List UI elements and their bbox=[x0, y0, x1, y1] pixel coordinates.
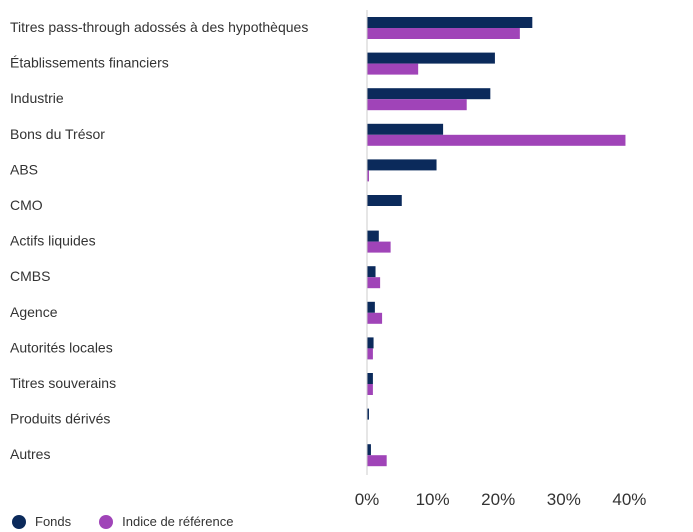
bar-indice-de-reference-cmbs[interactable] bbox=[367, 277, 381, 289]
bar-indice-de-reference-etablissements-financiers[interactable] bbox=[367, 63, 419, 75]
bar-indice-de-reference-actifs-liquides[interactable] bbox=[367, 241, 391, 253]
category-labels: Titres pass-through adossés à des hypoth… bbox=[10, 19, 308, 462]
category-label-autorites-locales: Autorités locales bbox=[10, 339, 113, 355]
bar-fonds-etablissements-financiers[interactable] bbox=[367, 52, 495, 64]
x-tick-30: 30% bbox=[547, 490, 581, 509]
legend-item-indice[interactable]: Indice de référence bbox=[99, 514, 233, 529]
bar-fonds-autorites-locales[interactable] bbox=[367, 337, 374, 349]
bars bbox=[367, 17, 626, 467]
category-label-autres: Autres bbox=[10, 446, 50, 462]
legend-swatch-indice bbox=[99, 514, 114, 529]
category-label-titres-pass-through-adosses-a-des-hypotheques: Titres pass-through adossés à des hypoth… bbox=[10, 19, 308, 35]
bar-fonds-cmbs[interactable] bbox=[367, 266, 376, 278]
bar-indice-de-reference-titres-souverains[interactable] bbox=[367, 384, 373, 395]
bar-fonds-produits-derives[interactable] bbox=[367, 408, 369, 420]
bar-fonds-abs[interactable] bbox=[367, 159, 437, 171]
category-label-cmbs: CMBS bbox=[10, 268, 50, 284]
bar-indice-de-reference-industrie[interactable] bbox=[367, 99, 467, 111]
category-label-etablissements-financiers: Établissements financiers bbox=[10, 55, 169, 71]
bar-indice-de-reference-autres[interactable] bbox=[367, 455, 387, 467]
bar-indice-de-reference-bons-du-tresor[interactable] bbox=[367, 134, 626, 146]
category-label-actifs-liquides: Actifs liquides bbox=[10, 233, 96, 249]
legend-item-fonds[interactable]: Fonds bbox=[12, 514, 71, 529]
category-label-bons-du-tresor: Bons du Trésor bbox=[10, 126, 105, 142]
legend-label-fonds: Fonds bbox=[35, 514, 72, 529]
bar-indice-de-reference-autorites-locales[interactable] bbox=[367, 348, 373, 360]
x-tick-40: 40% bbox=[612, 490, 646, 509]
category-label-titres-souverains: Titres souverains bbox=[10, 375, 116, 391]
x-tick-labels: 0% 10% 20% 30% 40% bbox=[355, 490, 647, 509]
bar-fonds-titres-souverains[interactable] bbox=[367, 373, 373, 384]
bar-fonds-bons-du-tresor[interactable] bbox=[367, 123, 444, 135]
x-tick-20: 20% bbox=[481, 490, 515, 509]
category-label-cmo: CMO bbox=[10, 197, 43, 213]
category-label-industrie: Industrie bbox=[10, 90, 64, 106]
bar-indice-de-reference-agence[interactable] bbox=[367, 312, 383, 324]
bar-fonds-industrie[interactable] bbox=[367, 88, 491, 100]
bar-fonds-autres[interactable] bbox=[367, 444, 371, 456]
legend-label-indice: Indice de référence bbox=[122, 514, 234, 529]
category-label-agence: Agence bbox=[10, 304, 58, 320]
category-label-produits-derives: Produits dérivés bbox=[10, 411, 110, 427]
x-tick-10: 10% bbox=[416, 490, 450, 509]
bar-fonds-agence[interactable] bbox=[367, 301, 375, 313]
legend: Fonds Indice de référence bbox=[12, 514, 261, 529]
bar-indice-de-reference-abs[interactable] bbox=[367, 170, 369, 182]
bar-fonds-titres-pass-through-adosses-a-des-hypotheques[interactable] bbox=[367, 17, 533, 28]
category-label-abs: ABS bbox=[10, 161, 38, 177]
bar-fonds-cmo[interactable] bbox=[367, 195, 402, 206]
legend-swatch-fonds bbox=[12, 514, 26, 529]
bar-fonds-actifs-liquides[interactable] bbox=[367, 230, 379, 242]
x-tick-0: 0% bbox=[355, 490, 380, 509]
bar-indice-de-reference-titres-pass-through-adosses-a-des-hypotheques[interactable] bbox=[367, 28, 520, 39]
